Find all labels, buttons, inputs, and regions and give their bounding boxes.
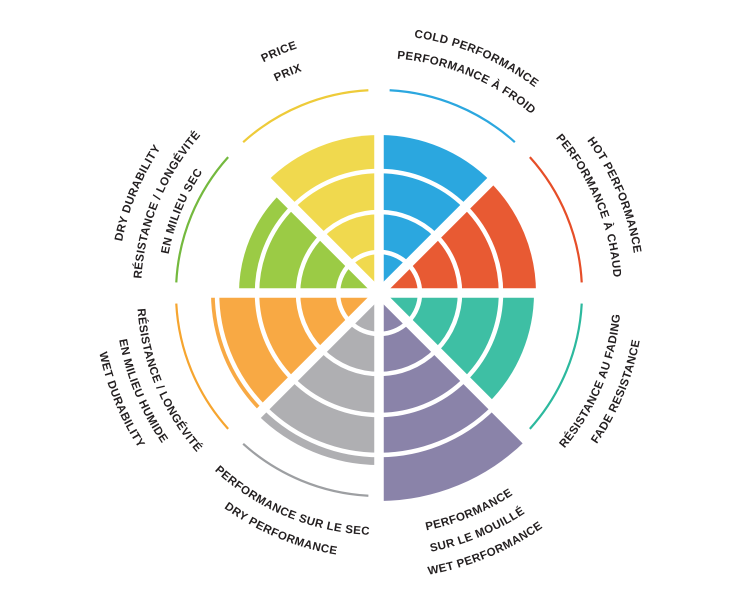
- sector-label-wet-durability-line-1: RÉSISTANCE / LONGÉVITÉ: [134, 308, 204, 455]
- rim-arc-fade-resistance: [529, 303, 583, 430]
- rim-arc-cold-performance: [389, 89, 516, 143]
- sector-wedge-wet-durability: [211, 293, 379, 412]
- sector-divider-225deg: [225, 289, 383, 447]
- sector-label-cold-performance-line-2: PERFORMANCE À FROID: [397, 50, 538, 117]
- sector-divider-45deg: [375, 139, 533, 297]
- rim-arc-wet-durability: [175, 303, 229, 430]
- sector-label-hot-performance-line-2: PERFORMANCE À CHAUD: [553, 132, 622, 278]
- sector-divider-135deg: [375, 289, 533, 447]
- sector-label-price-line-2: PRIX: [272, 62, 303, 84]
- rim-arc-hot-performance: [529, 156, 583, 283]
- sector-wedge-fade-resistance: [379, 293, 534, 403]
- sector-label-price-line-1: PRICE: [259, 40, 298, 65]
- sector-label-fade-resistance-line-1: RÉSISTANCE AU FADING: [557, 313, 623, 450]
- rim-arc-price: [242, 89, 369, 143]
- sector-wedge-dry-performance: [257, 293, 379, 465]
- rim-arc-dry-durability: [175, 156, 229, 283]
- sector-label-dry-durability-line-2: RÉSISTANCE / LONGÉVITÉ: [132, 129, 203, 280]
- rim-arc-dry-performance: [242, 443, 369, 497]
- sector-divider-315deg: [225, 139, 383, 297]
